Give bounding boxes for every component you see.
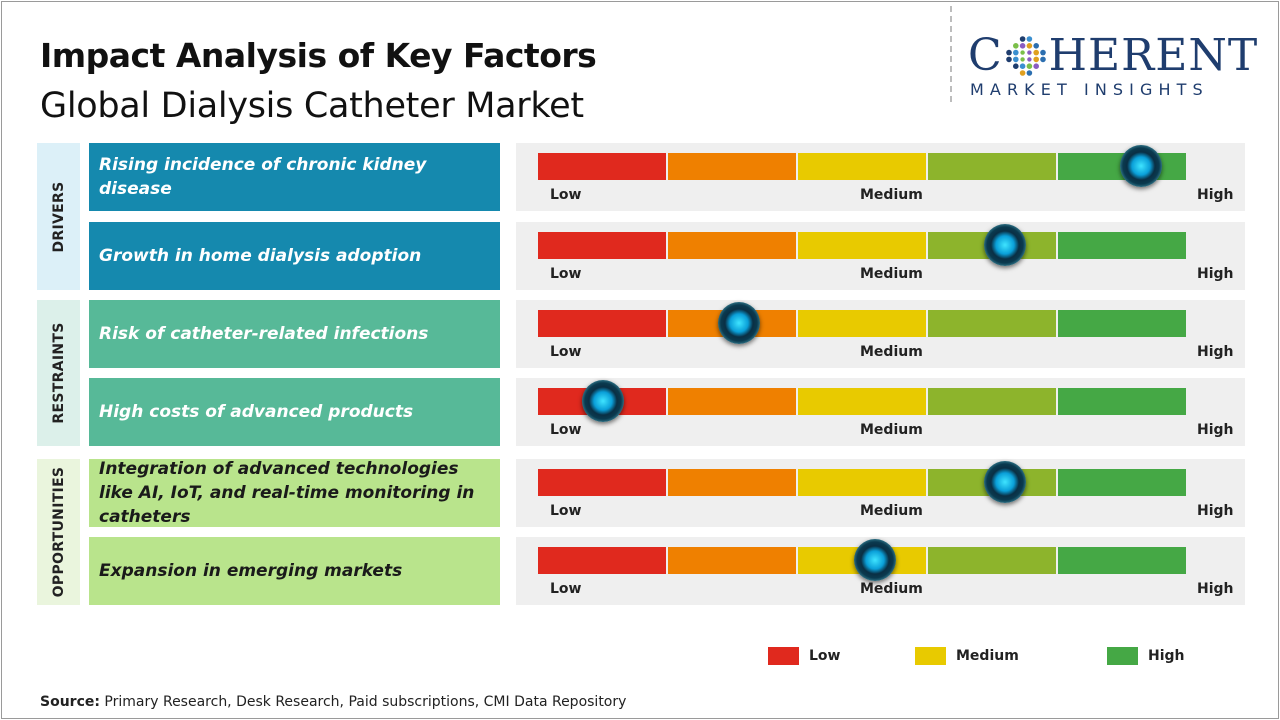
impact-marker bbox=[717, 302, 760, 344]
source-text: Primary Research, Desk Research, Paid su… bbox=[99, 694, 627, 710]
category-label: RESTRAINTS bbox=[50, 322, 67, 424]
legend-label-high: High bbox=[1148, 648, 1185, 664]
gauge-label-low: Low bbox=[550, 266, 582, 282]
logo-globe-icon bbox=[1005, 36, 1046, 76]
category-label: DRIVERS bbox=[50, 181, 67, 252]
gauge-segment-2 bbox=[668, 388, 796, 415]
gauge-label-high: High bbox=[1197, 581, 1234, 597]
impact-gauge: Low Medium High bbox=[516, 537, 1245, 605]
gauge-label-low: Low bbox=[550, 344, 582, 360]
logo-wordmark-end: HERENT bbox=[1048, 30, 1259, 81]
gauge-label-medium: Medium bbox=[860, 422, 923, 438]
gauge-segment-2 bbox=[668, 153, 796, 180]
logo-divider bbox=[950, 6, 952, 102]
gauge-label-high: High bbox=[1197, 503, 1234, 519]
category-tab-drivers: DRIVERS bbox=[37, 143, 80, 290]
gauge-bar bbox=[538, 547, 1186, 574]
gauge-label-high: High bbox=[1197, 422, 1234, 438]
factor-label: Risk of catheter-related infections bbox=[89, 300, 500, 368]
chart-subtitle: Global Dialysis Catheter Market bbox=[40, 86, 584, 126]
gauge-label-low: Low bbox=[550, 187, 582, 203]
gauge-segment-3 bbox=[798, 388, 926, 415]
gauge-bar bbox=[538, 310, 1186, 337]
gauge-bar bbox=[538, 232, 1186, 259]
gauge-segment-2 bbox=[668, 547, 796, 574]
gauge-segment-1 bbox=[538, 153, 666, 180]
gauge-bar bbox=[538, 388, 1186, 415]
gauge-label-medium: Medium bbox=[860, 187, 923, 203]
logo-wordmark: C HERENT bbox=[968, 30, 1258, 82]
gauge-segment-4 bbox=[928, 547, 1056, 574]
factor-label: Expansion in emerging markets bbox=[89, 537, 500, 605]
gauge-label-high: High bbox=[1197, 344, 1234, 360]
impact-gauge: Low Medium High bbox=[516, 300, 1245, 368]
legend-item-high: High bbox=[1107, 647, 1185, 665]
gauge-segment-5 bbox=[1058, 310, 1186, 337]
impact-gauge: Low Medium High bbox=[516, 143, 1245, 211]
gauge-segment-3 bbox=[798, 469, 926, 496]
gauge-label-low: Low bbox=[550, 581, 582, 597]
gauge-bar bbox=[538, 469, 1186, 496]
impact-gauge: Low Medium High bbox=[516, 222, 1245, 290]
gauge-label-medium: Medium bbox=[860, 344, 923, 360]
impact-marker bbox=[983, 224, 1026, 266]
category-tab-opportunities: OPPORTUNITIES bbox=[37, 459, 80, 605]
category-label: OPPORTUNITIES bbox=[50, 466, 67, 598]
gauge-label-medium: Medium bbox=[860, 503, 923, 519]
impact-marker bbox=[581, 380, 624, 422]
legend-item-low: Low bbox=[768, 647, 840, 665]
legend-item-medium: Medium bbox=[915, 647, 1019, 665]
gauge-segment-3 bbox=[798, 310, 926, 337]
gauge-label-medium: Medium bbox=[860, 581, 923, 597]
gauge-segment-4 bbox=[928, 388, 1056, 415]
chart-title: Impact Analysis of Key Factors bbox=[40, 36, 597, 75]
gauge-segment-1 bbox=[538, 469, 666, 496]
gauge-segment-2 bbox=[668, 469, 796, 496]
factor-label: Growth in home dialysis adoption bbox=[89, 222, 500, 290]
gauge-segment-1 bbox=[538, 310, 666, 337]
gauge-segment-5 bbox=[1058, 388, 1186, 415]
gauge-label-medium: Medium bbox=[860, 266, 923, 282]
gauge-label-high: High bbox=[1197, 187, 1234, 203]
gauge-segment-2 bbox=[668, 232, 796, 259]
gauge-segment-5 bbox=[1058, 547, 1186, 574]
gauge-segment-3 bbox=[798, 153, 926, 180]
company-logo: C HERENT MARKET INSIGHTS bbox=[968, 30, 1264, 102]
logo-wordmark-start: C bbox=[968, 30, 1003, 81]
impact-marker bbox=[983, 461, 1026, 503]
gauge-segment-4 bbox=[928, 153, 1056, 180]
factor-label: High costs of advanced products bbox=[89, 378, 500, 446]
source-label: Source: bbox=[40, 694, 100, 710]
gauge-label-low: Low bbox=[550, 422, 582, 438]
impact-marker bbox=[853, 539, 896, 581]
legend-swatch-high bbox=[1107, 647, 1138, 665]
impact-gauge: Low Medium High bbox=[516, 459, 1245, 527]
legend-label-low: Low bbox=[809, 648, 841, 664]
gauge-bar bbox=[538, 153, 1186, 180]
gauge-label-low: Low bbox=[550, 503, 582, 519]
legend-swatch-medium bbox=[915, 647, 946, 665]
gauge-segment-3 bbox=[798, 232, 926, 259]
gauge-segment-5 bbox=[1058, 232, 1186, 259]
impact-marker bbox=[1119, 145, 1162, 187]
legend-swatch-low bbox=[768, 647, 799, 665]
gauge-segment-4 bbox=[928, 310, 1056, 337]
gauge-segment-1 bbox=[538, 547, 666, 574]
legend-label-medium: Medium bbox=[956, 648, 1019, 664]
factor-label: Integration of advanced technologies lik… bbox=[89, 459, 500, 527]
factor-label: Rising incidence of chronic kidney disea… bbox=[89, 143, 500, 211]
gauge-label-high: High bbox=[1197, 266, 1234, 282]
gauge-segment-5 bbox=[1058, 469, 1186, 496]
logo-tagline: MARKET INSIGHTS bbox=[970, 80, 1209, 99]
impact-gauge: Low Medium High bbox=[516, 378, 1245, 446]
source-note: Source: Primary Research, Desk Research,… bbox=[40, 694, 626, 710]
category-tab-restraints: RESTRAINTS bbox=[37, 300, 80, 446]
gauge-segment-1 bbox=[538, 232, 666, 259]
